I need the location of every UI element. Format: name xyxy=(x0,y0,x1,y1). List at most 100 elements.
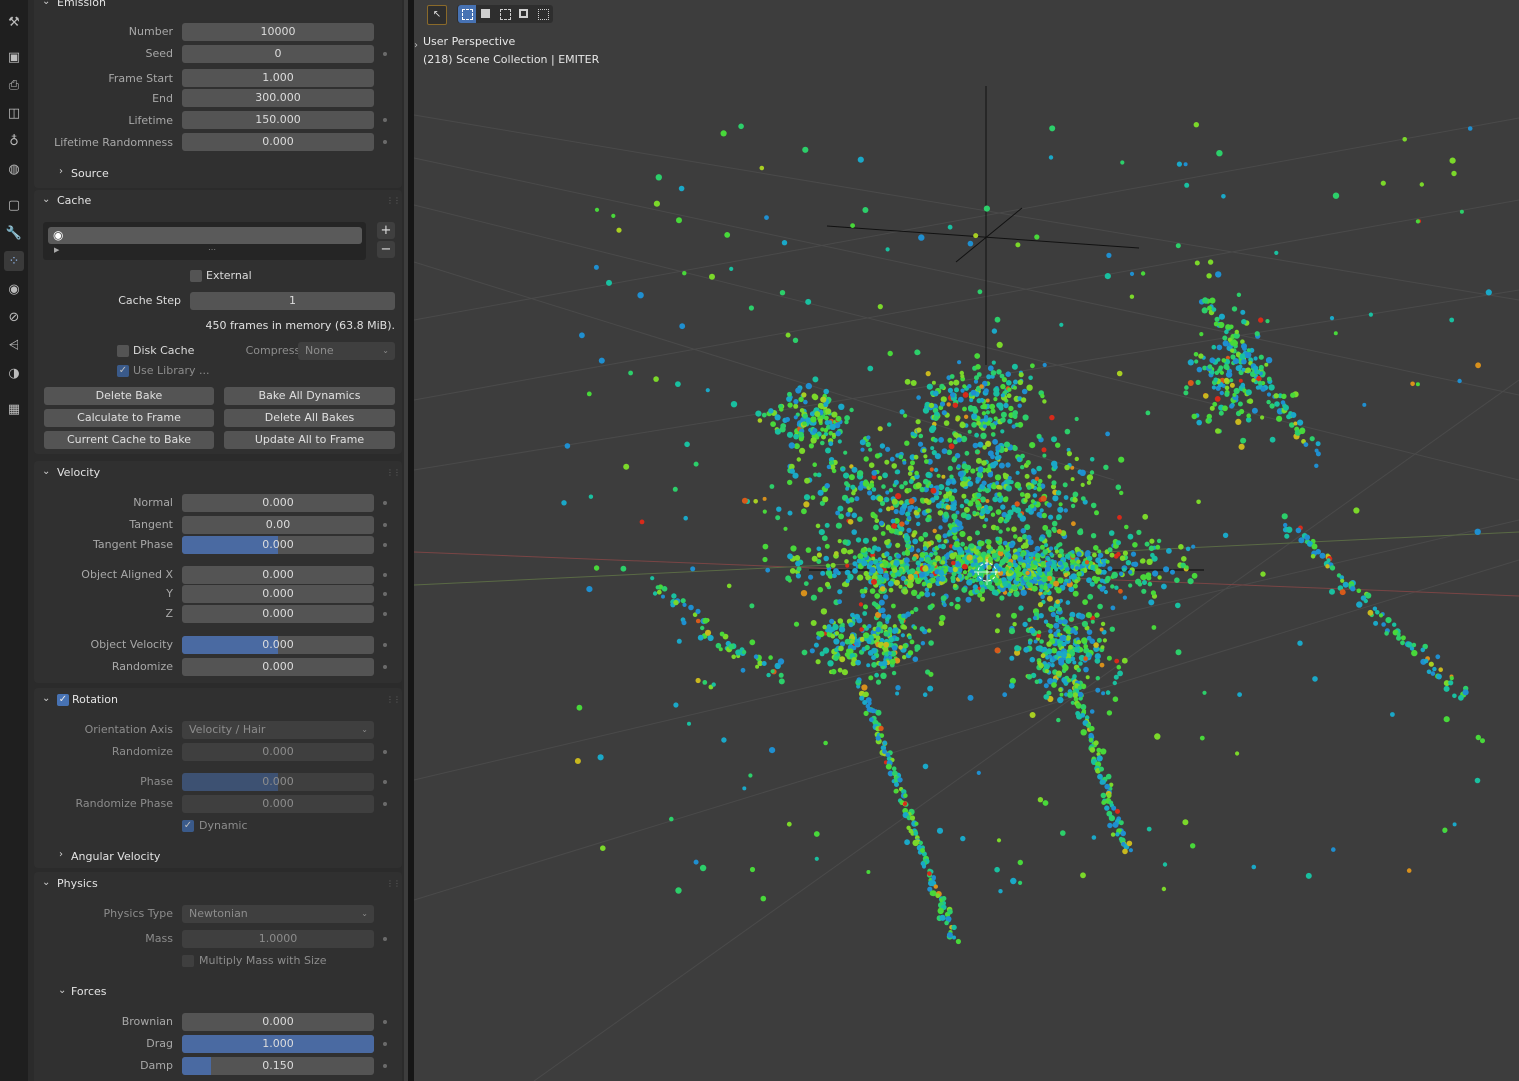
keyframe-dot[interactable] xyxy=(383,523,387,527)
remove-cache-button[interactable]: − xyxy=(377,241,395,258)
chevron-down-icon[interactable]: ⌄ xyxy=(42,0,51,7)
keyframe-dot[interactable] xyxy=(383,1042,387,1046)
lifetime-field[interactable]: 150.000 xyxy=(182,111,374,129)
velocity-randomize-field[interactable]: 0.000 xyxy=(182,658,374,676)
chevron-right-icon[interactable]: › xyxy=(59,849,63,860)
forces-subpanel-title[interactable]: Forces xyxy=(71,985,107,998)
object-icon[interactable]: ▢ xyxy=(7,197,21,213)
dynamic-checkbox[interactable]: ✓ xyxy=(182,820,194,832)
bake-all-dynamics-button[interactable]: Bake All Dynamics xyxy=(224,387,395,405)
keyframe-dot[interactable] xyxy=(383,140,387,144)
chevron-down-icon[interactable]: ⌄ xyxy=(42,877,51,888)
select-intersect-icon[interactable] xyxy=(534,5,552,23)
brownian-field[interactable]: 0.000 xyxy=(182,1013,374,1031)
rotation-checkbox[interactable]: ✓ xyxy=(57,694,69,706)
particles-icon[interactable]: ⁘ xyxy=(4,251,24,271)
select-extend-icon[interactable] xyxy=(477,5,495,23)
object-aligned-z-field[interactable]: 0.000 xyxy=(182,605,374,623)
drag-grip-icon[interactable]: ⋮⋮ xyxy=(386,468,401,477)
keyframe-dot[interactable] xyxy=(383,612,387,616)
keyframe-dot[interactable] xyxy=(383,118,387,122)
use-library-checkbox[interactable]: ✓ xyxy=(117,365,129,377)
select-invert-icon[interactable] xyxy=(515,5,533,23)
drag-slider[interactable]: 1.000 xyxy=(182,1035,374,1053)
mass-field[interactable]: 1.0000 xyxy=(182,930,374,948)
modifier-icon[interactable]: 🔧 xyxy=(5,225,23,241)
lifetime-randomness-field[interactable]: 0.000 xyxy=(182,133,374,151)
phase-slider[interactable]: 0.000 xyxy=(182,773,374,791)
angular-velocity-subpanel-title[interactable]: Angular Velocity xyxy=(71,850,161,863)
keyframe-dot[interactable] xyxy=(383,937,387,941)
play-icon[interactable]: ▶ xyxy=(54,246,60,254)
tangent-field[interactable]: 0.00 xyxy=(182,516,374,534)
texture-icon[interactable]: ▦ xyxy=(7,401,21,417)
chevron-right-icon[interactable]: › xyxy=(59,166,63,177)
3d-viewport[interactable]: ↖ › User Perspective (218) Scene Collect… xyxy=(414,0,1519,1081)
multiply-mass-checkbox[interactable] xyxy=(182,955,194,967)
keyframe-dot[interactable] xyxy=(383,780,387,784)
world-icon[interactable]: ◍ xyxy=(8,161,20,177)
keyframe-dot[interactable] xyxy=(383,543,387,547)
calculate-to-frame-button[interactable]: Calculate to Frame xyxy=(44,409,214,427)
tool-icon[interactable]: ⚒ xyxy=(8,14,20,30)
view-layer-icon[interactable]: ◫ xyxy=(7,105,21,121)
keyframe-dot[interactable] xyxy=(383,1020,387,1024)
chevron-down-icon[interactable]: ⌄ xyxy=(42,693,51,704)
seed-field[interactable]: 0 xyxy=(182,45,374,63)
cache-step-field[interactable]: 1 xyxy=(190,292,395,310)
emission-panel-title[interactable]: Emission xyxy=(57,0,106,9)
object-velocity-slider[interactable]: 0.000 xyxy=(182,636,374,654)
randomize-phase-field[interactable]: 0.000 xyxy=(182,795,374,813)
external-checkbox[interactable] xyxy=(190,270,202,282)
constraints-icon[interactable]: ⊘ xyxy=(8,309,20,325)
keyframe-dot[interactable] xyxy=(383,592,387,596)
normal-field[interactable]: 0.000 xyxy=(182,494,374,512)
scene-icon[interactable]: ♁ xyxy=(9,133,19,149)
tangent-phase-slider[interactable]: 0.000 xyxy=(182,536,374,554)
frame-start-field[interactable]: 1.000 xyxy=(182,69,374,87)
sidebar-toggle-icon[interactable]: › xyxy=(414,40,418,51)
keyframe-dot[interactable] xyxy=(383,573,387,577)
compression-dropdown[interactable]: None ⌄ xyxy=(298,342,395,360)
drag-grip-icon[interactable]: ⋮⋮ xyxy=(386,879,401,888)
keyframe-dot[interactable] xyxy=(383,750,387,754)
physics-panel-title[interactable]: Physics xyxy=(57,877,98,890)
cache-list-item[interactable] xyxy=(48,227,362,244)
rotation-panel-title[interactable]: Rotation xyxy=(72,693,119,706)
object-aligned-x-field[interactable]: 0.000 xyxy=(182,566,374,584)
properties-scrollbar[interactable] xyxy=(404,0,408,1081)
rotation-randomize-field[interactable]: 0.000 xyxy=(182,743,374,761)
select-tool-icon[interactable]: ↖ xyxy=(427,5,447,25)
damp-slider[interactable]: 0.150 xyxy=(182,1057,374,1075)
keyframe-dot[interactable] xyxy=(383,52,387,56)
velocity-panel-title[interactable]: Velocity xyxy=(57,466,101,479)
end-field[interactable]: 300.000 xyxy=(182,89,374,107)
render-icon[interactable]: ▣ xyxy=(7,49,21,65)
output-icon[interactable]: ⎙ xyxy=(8,77,20,93)
list-resize-grip-icon[interactable]: ⋯ xyxy=(208,245,216,254)
delete-bake-button[interactable]: Delete Bake xyxy=(44,387,214,405)
keyframe-dot[interactable] xyxy=(383,501,387,505)
physics-type-dropdown[interactable]: Newtonian ⌄ xyxy=(182,905,374,923)
delete-all-bakes-button[interactable]: Delete All Bakes xyxy=(224,409,395,427)
area-divider[interactable] xyxy=(408,0,414,1081)
chevron-down-icon[interactable]: ⌄ xyxy=(58,985,67,996)
data-icon[interactable]: ⩤ xyxy=(8,337,20,353)
add-cache-button[interactable]: + xyxy=(377,222,395,239)
number-field[interactable]: 10000 xyxy=(182,23,374,41)
update-all-to-frame-button[interactable]: Update All to Frame xyxy=(224,431,395,449)
keyframe-dot[interactable] xyxy=(383,802,387,806)
orientation-axis-dropdown[interactable]: Velocity / Hair ⌄ xyxy=(182,721,374,739)
drag-grip-icon[interactable]: ⋮⋮ xyxy=(386,196,401,205)
drag-grip-icon[interactable]: ⋮⋮ xyxy=(386,695,401,704)
disk-cache-checkbox[interactable] xyxy=(117,345,129,357)
select-subtract-icon[interactable] xyxy=(496,5,514,23)
chevron-down-icon[interactable]: ⌄ xyxy=(42,194,51,205)
viewport-canvas[interactable] xyxy=(414,0,1519,1081)
cache-panel-title[interactable]: Cache xyxy=(57,194,92,207)
source-subpanel-title[interactable]: Source xyxy=(71,167,109,180)
chevron-down-icon[interactable]: ⌄ xyxy=(42,466,51,477)
material-icon[interactable]: ◑ xyxy=(8,365,20,381)
physics-icon[interactable]: ◉ xyxy=(8,281,20,297)
keyframe-dot[interactable] xyxy=(383,665,387,669)
